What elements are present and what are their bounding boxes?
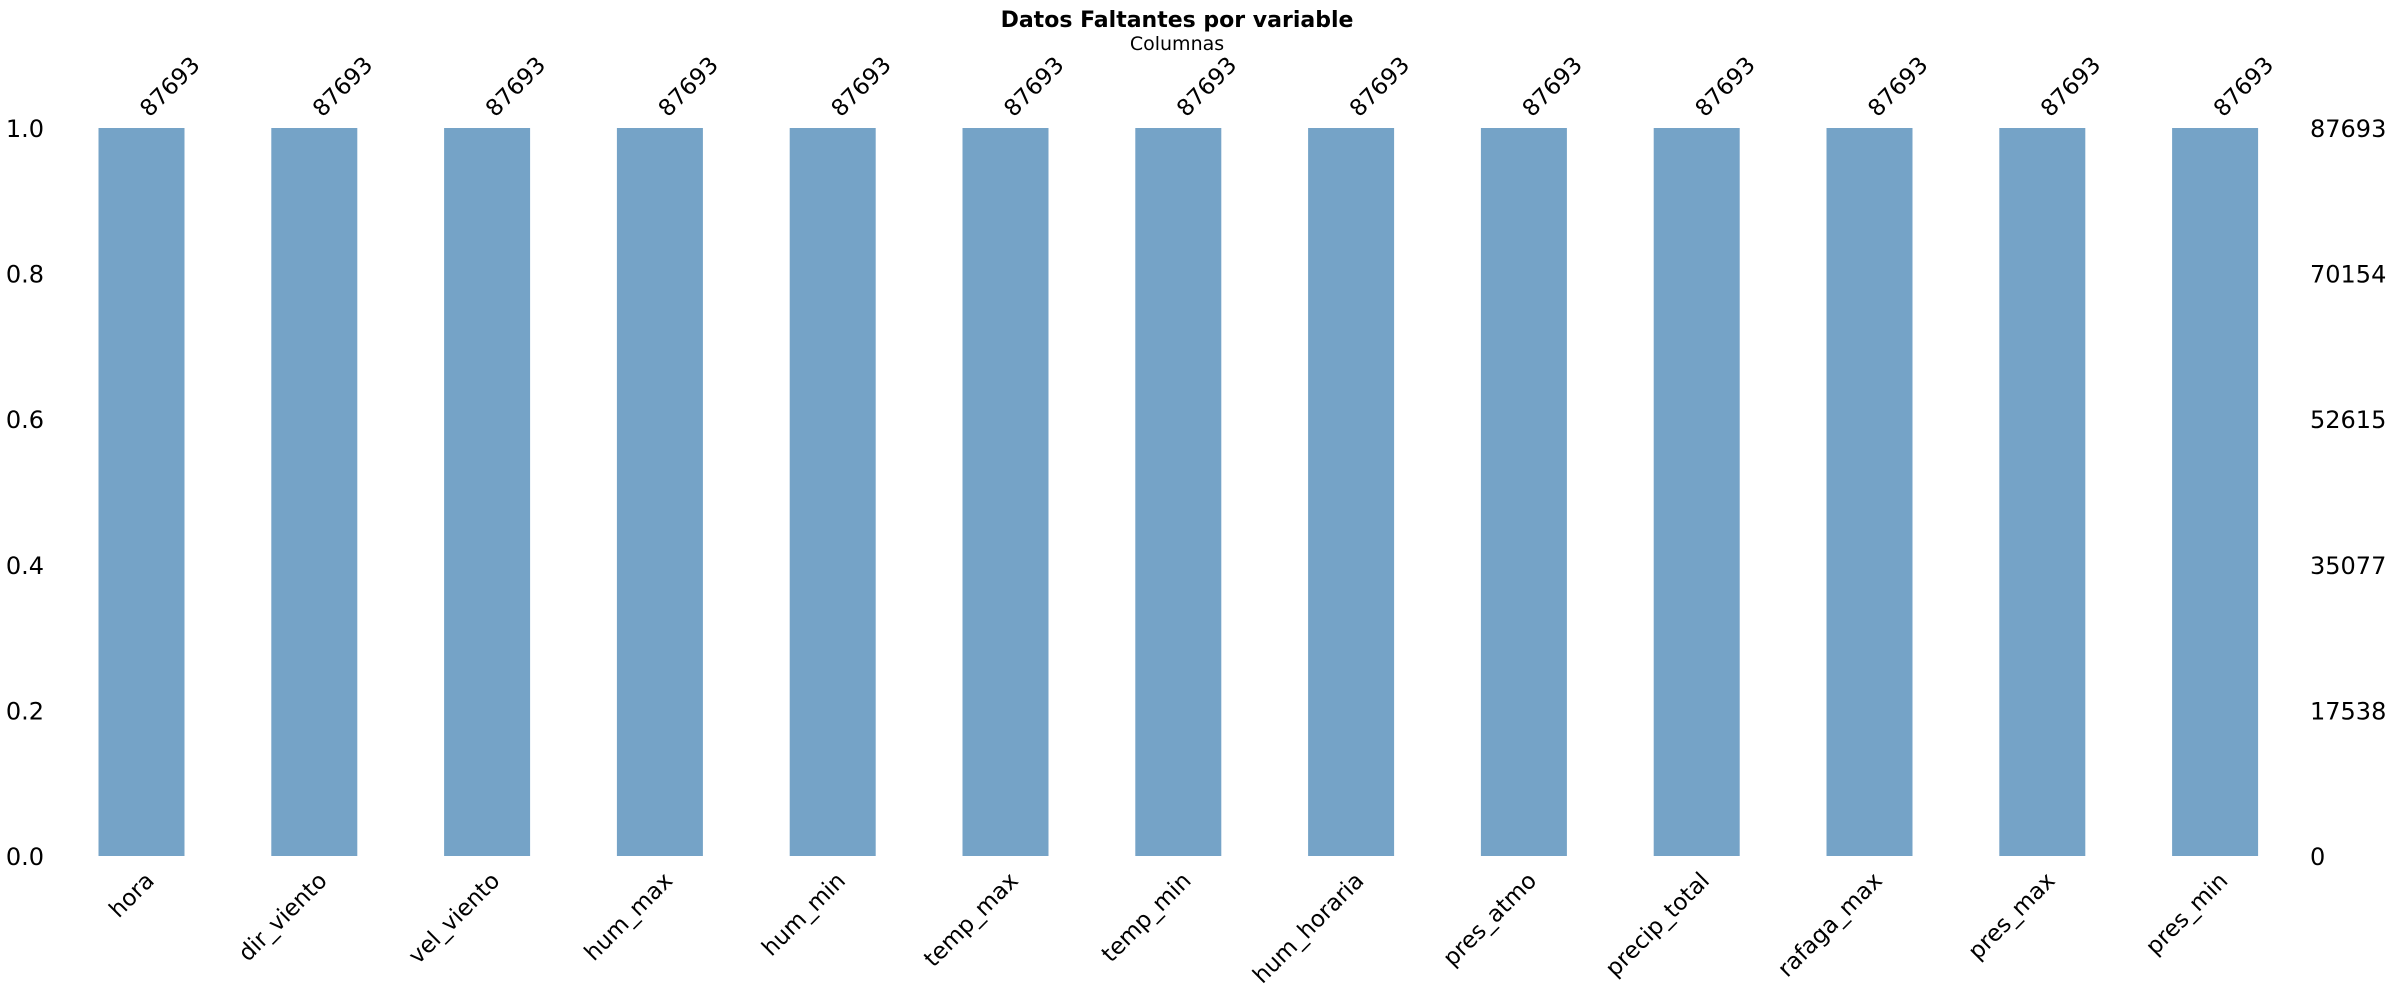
left-axis: 0.0 0.2 0.4 0.6 0.8 1.0 <box>6 115 44 871</box>
category-label: pres_atmo <box>1438 868 1542 972</box>
bar <box>2172 128 2259 856</box>
category-labels-group: hora dir_viento vel_viento hum_max hum_min te… <box>104 868 2233 989</box>
bar-count-label: 87693 <box>654 52 724 122</box>
bar-count-label: 87693 <box>308 52 378 122</box>
category-label: pres_min <box>2141 868 2233 960</box>
bar-count-label: 87693 <box>481 52 551 122</box>
bar-count-label: 87693 <box>827 52 897 122</box>
category-label: temp_max <box>919 868 1024 973</box>
chart-title: Datos Faltantes por variable <box>1001 8 1354 33</box>
bar <box>1135 128 1222 856</box>
right-tick-label: 70154 <box>2310 261 2386 289</box>
bar <box>1826 128 1913 856</box>
bar-count-label: 87693 <box>1518 52 1588 122</box>
category-label: precip_total <box>1601 868 1715 982</box>
category-label: hum_max <box>580 868 678 966</box>
bar <box>1999 128 2086 856</box>
left-tick-label: 0.2 <box>6 697 44 725</box>
bar-count-label: 87693 <box>1691 52 1761 122</box>
bar <box>1308 128 1395 856</box>
bar-count-label: 87693 <box>1345 52 1415 122</box>
left-tick-label: 1.0 <box>6 115 44 143</box>
chart-subtitle: Columnas <box>1130 33 1224 55</box>
left-tick-label: 0.8 <box>6 261 44 289</box>
bar-count-label: 87693 <box>2036 52 2106 122</box>
bar <box>444 128 531 856</box>
bar-count-label: 87693 <box>135 52 205 122</box>
category-label: hora <box>104 868 159 923</box>
bar <box>962 128 1049 856</box>
bar <box>1653 128 1740 856</box>
category-label: hum_horaria <box>1248 868 1369 989</box>
bar-count-label: 87693 <box>1172 52 1242 122</box>
category-label: rafaga_max <box>1773 868 1888 983</box>
bar <box>616 128 703 856</box>
bars-group <box>98 128 2259 856</box>
count-labels-group: 87693 87693 87693 87693 87693 87693 87693 87693… <box>135 52 2279 122</box>
category-label: temp_min <box>1097 868 1197 968</box>
right-tick-label: 35077 <box>2310 552 2386 580</box>
category-label: dir_viento <box>234 868 333 967</box>
left-tick-label: 0.6 <box>6 406 44 434</box>
right-axis: 0 17538 35077 52615 70154 87693 <box>2310 115 2386 871</box>
right-tick-label: 87693 <box>2310 115 2386 143</box>
category-label: pres_max <box>1963 868 2060 965</box>
bar-count-label: 87693 <box>1863 52 1933 122</box>
left-tick-label: 0.0 <box>6 843 44 871</box>
left-tick-label: 0.4 <box>6 552 44 580</box>
bar <box>271 128 358 856</box>
right-tick-label: 0 <box>2310 843 2325 871</box>
bar <box>789 128 876 856</box>
bar-count-label: 87693 <box>2209 52 2279 122</box>
category-label: vel_viento <box>404 868 505 969</box>
bar-count-label: 87693 <box>999 52 1069 122</box>
category-label: hum_min <box>757 868 851 962</box>
bar <box>1480 128 1567 856</box>
right-tick-label: 52615 <box>2310 406 2386 434</box>
bar <box>98 128 185 856</box>
right-tick-label: 17538 <box>2310 697 2386 725</box>
